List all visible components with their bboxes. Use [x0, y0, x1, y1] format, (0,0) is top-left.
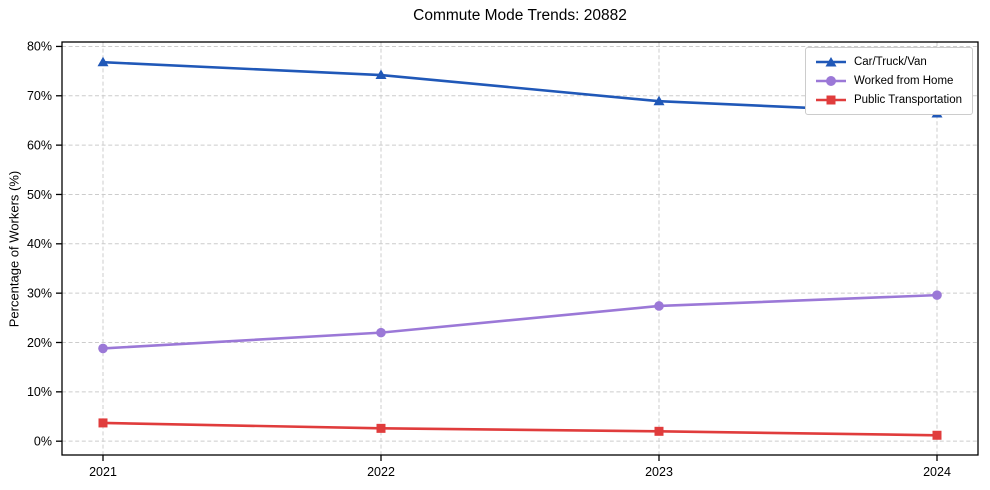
data-point-worked-from-home — [654, 301, 664, 311]
legend-item: Car/Truck/Van — [815, 55, 962, 69]
y-tick-label: 80% — [27, 40, 52, 54]
data-point-public-transportation — [98, 418, 108, 428]
y-tick-label: 20% — [27, 336, 52, 350]
y-tick-label: 70% — [27, 89, 52, 103]
legend-item: Public Transportation — [815, 93, 962, 107]
data-point-car-truck-van — [375, 69, 387, 80]
y-tick-label: 10% — [27, 385, 52, 399]
legend-item: Worked from Home — [815, 74, 962, 88]
chart-title: Commute Mode Trends: 20882 — [413, 7, 627, 24]
y-tick-label: 0% — [34, 434, 52, 448]
data-point-worked-from-home — [932, 290, 942, 300]
legend-label: Public Transportation — [853, 94, 962, 106]
axes-frame — [61, 41, 979, 456]
x-tick-label: 2022 — [367, 465, 395, 479]
data-point-car-truck-van — [653, 95, 665, 106]
legend-label: Car/Truck/Van — [853, 56, 927, 68]
data-point-public-transportation — [376, 423, 386, 433]
x-tick-label: 2023 — [645, 465, 673, 479]
x-tick-label: 2021 — [89, 465, 117, 479]
y-tick-label: 30% — [27, 286, 52, 300]
circle-marker-icon — [815, 76, 846, 86]
series-line-car-truck-van — [102, 60, 938, 115]
y-tick-label: 60% — [27, 138, 52, 152]
series-line-public-transportation — [102, 421, 938, 437]
data-point-worked-from-home — [376, 327, 386, 338]
y-axis-label: Percentage of Workers (%) — [6, 170, 22, 328]
y-tick-label: 50% — [27, 188, 52, 202]
series-line-worked-from-home — [102, 293, 938, 350]
legend-label: Worked from Home — [853, 75, 954, 87]
x-tick-label: 2024 — [923, 465, 951, 479]
data-point-car-truck-van — [97, 56, 109, 67]
data-point-worked-from-home — [98, 343, 108, 354]
legend: Car/Truck/Van Worked from Home Public Tran… — [804, 47, 973, 115]
y-tick-label: 40% — [27, 237, 52, 251]
triangle-marker-icon — [815, 57, 846, 67]
data-point-public-transportation — [932, 430, 942, 440]
square-marker-icon — [815, 95, 846, 105]
data-point-public-transportation — [654, 426, 664, 436]
